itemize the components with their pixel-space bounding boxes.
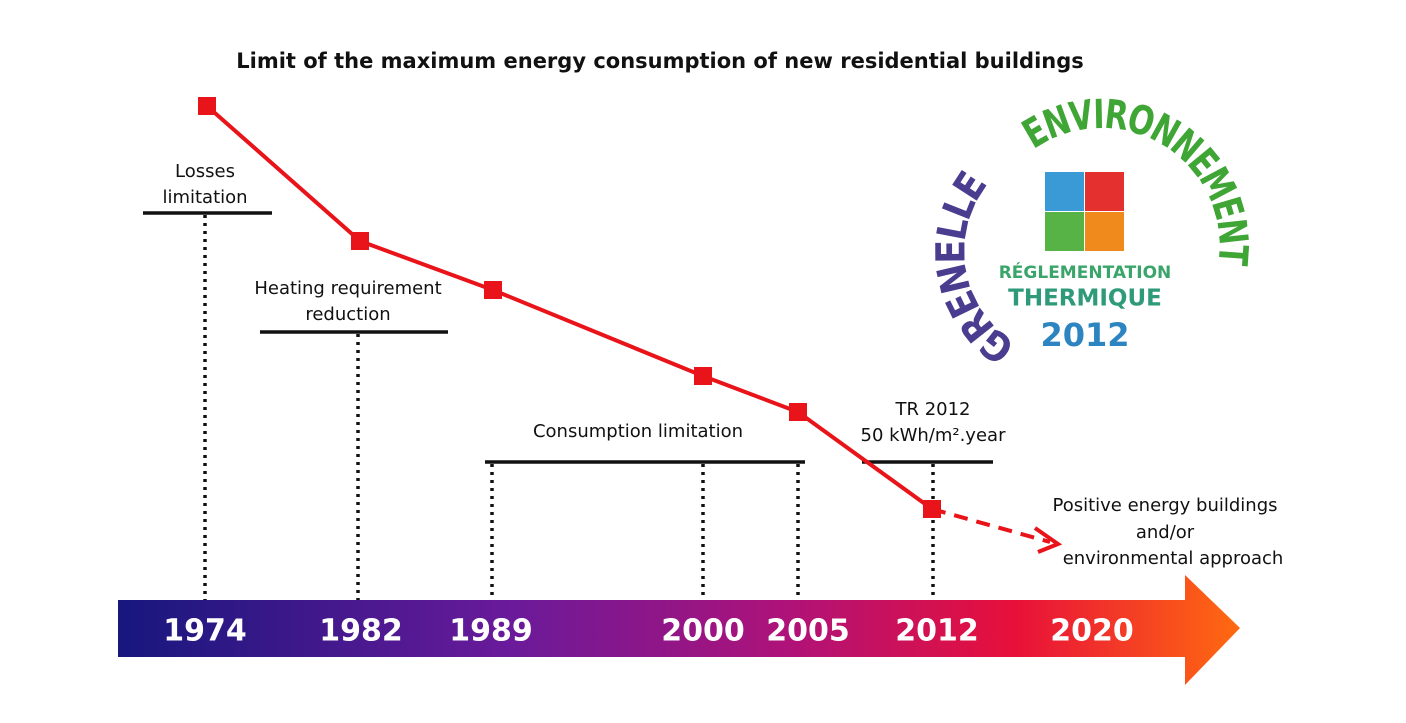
- logo-tile: [1085, 172, 1124, 211]
- logo-tile: [1085, 212, 1124, 251]
- future-label: and/or: [1136, 522, 1195, 543]
- year-label: 1982: [319, 614, 403, 649]
- timeline-arrow: [118, 575, 1240, 685]
- year-label: 1989: [449, 614, 533, 649]
- marker: [694, 367, 712, 385]
- logo: GRENELLE ENVIRONNEMENT RÉGLEMENTATION TH…: [928, 92, 1256, 373]
- phase-label: reduction: [305, 304, 390, 325]
- year-label: 2012: [895, 614, 979, 649]
- year-label: 2000: [661, 614, 745, 649]
- trend-markers: [198, 97, 941, 518]
- phase-label: Consumption limitation: [533, 421, 743, 442]
- year-label: 2005: [766, 614, 850, 649]
- year-label: 1974: [163, 614, 247, 649]
- marker: [351, 232, 369, 250]
- phase-label: TR 2012: [894, 399, 970, 420]
- logo-line1: RÉGLEMENTATION: [999, 261, 1172, 283]
- phase-label: limitation: [162, 187, 247, 208]
- logo-year: 2012: [1040, 316, 1129, 354]
- marker: [484, 281, 502, 299]
- marker: [198, 97, 216, 115]
- phase-label: 50 kWh/m².year: [861, 425, 1007, 446]
- logo-tile: [1045, 172, 1084, 211]
- projection-arrowhead: [1033, 526, 1063, 554]
- labels: 1974 1982 1989 2000 2005 2012 2020 Losses limita…: [162, 161, 1283, 649]
- phase-markers: [143, 211, 993, 600]
- logo-tile: [1045, 212, 1084, 251]
- future-label: environmental approach: [1063, 548, 1284, 569]
- future-label: Positive energy buildings: [1052, 495, 1277, 516]
- marker: [923, 500, 941, 518]
- logo-line2: THERMIQUE: [1008, 286, 1162, 312]
- phase-label: Losses: [175, 161, 235, 182]
- marker: [789, 403, 807, 421]
- trend-projection: [931, 507, 1051, 544]
- phase-label: Heating requirement: [254, 278, 441, 299]
- title: Limit of the maximum energy consumption …: [236, 49, 1084, 73]
- trend-line: [205, 104, 934, 511]
- year-label: 2020: [1050, 614, 1134, 649]
